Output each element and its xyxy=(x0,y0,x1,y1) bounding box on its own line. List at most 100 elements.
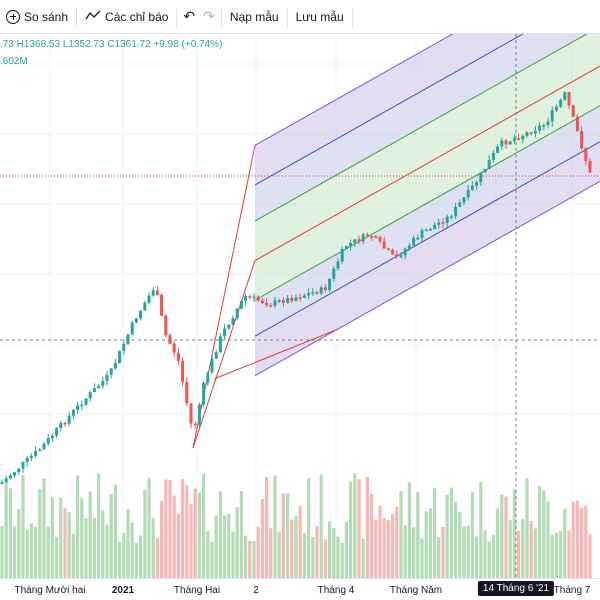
channel-line xyxy=(254,180,600,377)
volume-bar xyxy=(533,528,537,578)
volume-bar xyxy=(323,539,327,578)
candle-body xyxy=(113,363,117,369)
time-label: Tháng 4 xyxy=(317,585,355,596)
volume-bar xyxy=(466,525,470,578)
candle-body xyxy=(101,380,105,386)
volume-bar xyxy=(143,490,147,578)
volume-bar xyxy=(395,506,399,578)
candle-body xyxy=(71,410,75,416)
volume-bar xyxy=(0,525,4,578)
indicators-icon xyxy=(85,9,101,24)
volume-bar xyxy=(475,536,479,578)
candle-body xyxy=(105,374,109,381)
candle-body xyxy=(584,148,588,161)
volume-bar xyxy=(38,488,42,578)
volume-bar xyxy=(487,541,491,578)
volume-bar xyxy=(273,475,277,578)
candle-body xyxy=(151,290,155,296)
candle-body xyxy=(181,360,185,382)
volume-bar xyxy=(328,521,332,578)
volume-bar xyxy=(302,533,306,578)
compare-button[interactable]: So sánh xyxy=(0,0,74,34)
candle-body xyxy=(88,392,92,399)
candle-body xyxy=(361,234,365,242)
volume-bar xyxy=(25,529,29,578)
redo-button[interactable]: ↷ xyxy=(199,0,219,34)
volume-bar xyxy=(349,481,353,578)
volume-bar xyxy=(63,508,67,578)
candle-body xyxy=(407,245,411,249)
volume-bar xyxy=(416,492,420,578)
chart-canvas[interactable] xyxy=(0,34,600,578)
candle-body xyxy=(239,300,243,309)
indicators-button[interactable]: Các chỉ báo xyxy=(79,0,174,34)
candle-body xyxy=(244,295,248,301)
volume-bar xyxy=(101,510,105,578)
volume-bar xyxy=(265,476,269,578)
time-axis[interactable]: Tháng Mười hai 2021 Tháng Hai 2 Tháng 4 … xyxy=(0,578,600,600)
candle-body xyxy=(164,315,168,336)
volume-bar xyxy=(550,534,554,578)
volume-bar xyxy=(71,533,75,578)
candle-body xyxy=(533,130,537,134)
volume-bar xyxy=(399,491,403,578)
candle-body xyxy=(538,125,542,131)
candle-body xyxy=(298,297,302,299)
time-label: Tháng Mười hai xyxy=(14,585,86,596)
volume-bar xyxy=(407,482,411,578)
candle-body xyxy=(63,422,67,425)
candle-body xyxy=(130,322,134,335)
volume-bar xyxy=(294,515,298,578)
volume-bar xyxy=(252,540,256,578)
toolbar-divider xyxy=(220,6,222,27)
candle-body xyxy=(294,297,298,301)
volume-bar xyxy=(483,530,487,578)
candle-body xyxy=(319,287,323,294)
candle-body xyxy=(500,140,504,147)
volume-bar xyxy=(462,526,466,578)
channel-line xyxy=(254,105,600,301)
candle-body xyxy=(92,388,96,393)
volume-bar xyxy=(118,541,122,578)
candle-body xyxy=(365,234,369,237)
candle-body xyxy=(143,302,147,311)
candle-body xyxy=(302,295,306,298)
volume-bar xyxy=(8,488,12,578)
volume-bar xyxy=(504,496,508,578)
candle-body xyxy=(420,230,424,238)
volume-bar xyxy=(227,513,231,578)
volume-bar xyxy=(542,490,546,578)
candle-body xyxy=(290,297,294,301)
candle-body xyxy=(328,278,332,291)
candle-body xyxy=(286,297,290,303)
candle-body xyxy=(265,302,269,306)
compare-plus-icon xyxy=(6,9,20,24)
load-template-button[interactable]: Nạp mẫu xyxy=(224,0,285,34)
volume-bar xyxy=(428,508,432,578)
volume-bar xyxy=(336,536,340,578)
candle-body xyxy=(185,381,189,404)
candle-body xyxy=(466,189,470,198)
candle-body xyxy=(550,110,554,122)
candle-body xyxy=(214,352,218,359)
candle-body xyxy=(462,197,466,203)
volume-bar xyxy=(277,531,281,578)
candle-body xyxy=(134,318,138,323)
candle-body xyxy=(424,229,428,232)
candle-body xyxy=(336,261,340,269)
save-template-button[interactable]: Lưu mẫu xyxy=(290,0,350,34)
candle-body xyxy=(0,482,4,484)
candle-body xyxy=(475,182,479,186)
volume-bar xyxy=(588,534,592,578)
volume-bar xyxy=(164,479,168,578)
volume-bar xyxy=(357,479,361,578)
volume-bar xyxy=(13,526,17,578)
candle-body xyxy=(210,358,214,373)
candle-body xyxy=(76,405,80,411)
candle-body xyxy=(412,238,416,246)
volume-bar xyxy=(34,526,38,578)
undo-button[interactable]: ↶ xyxy=(179,0,199,34)
volume-bar xyxy=(130,522,134,578)
candle-body xyxy=(126,334,130,344)
candle-body xyxy=(437,222,441,225)
